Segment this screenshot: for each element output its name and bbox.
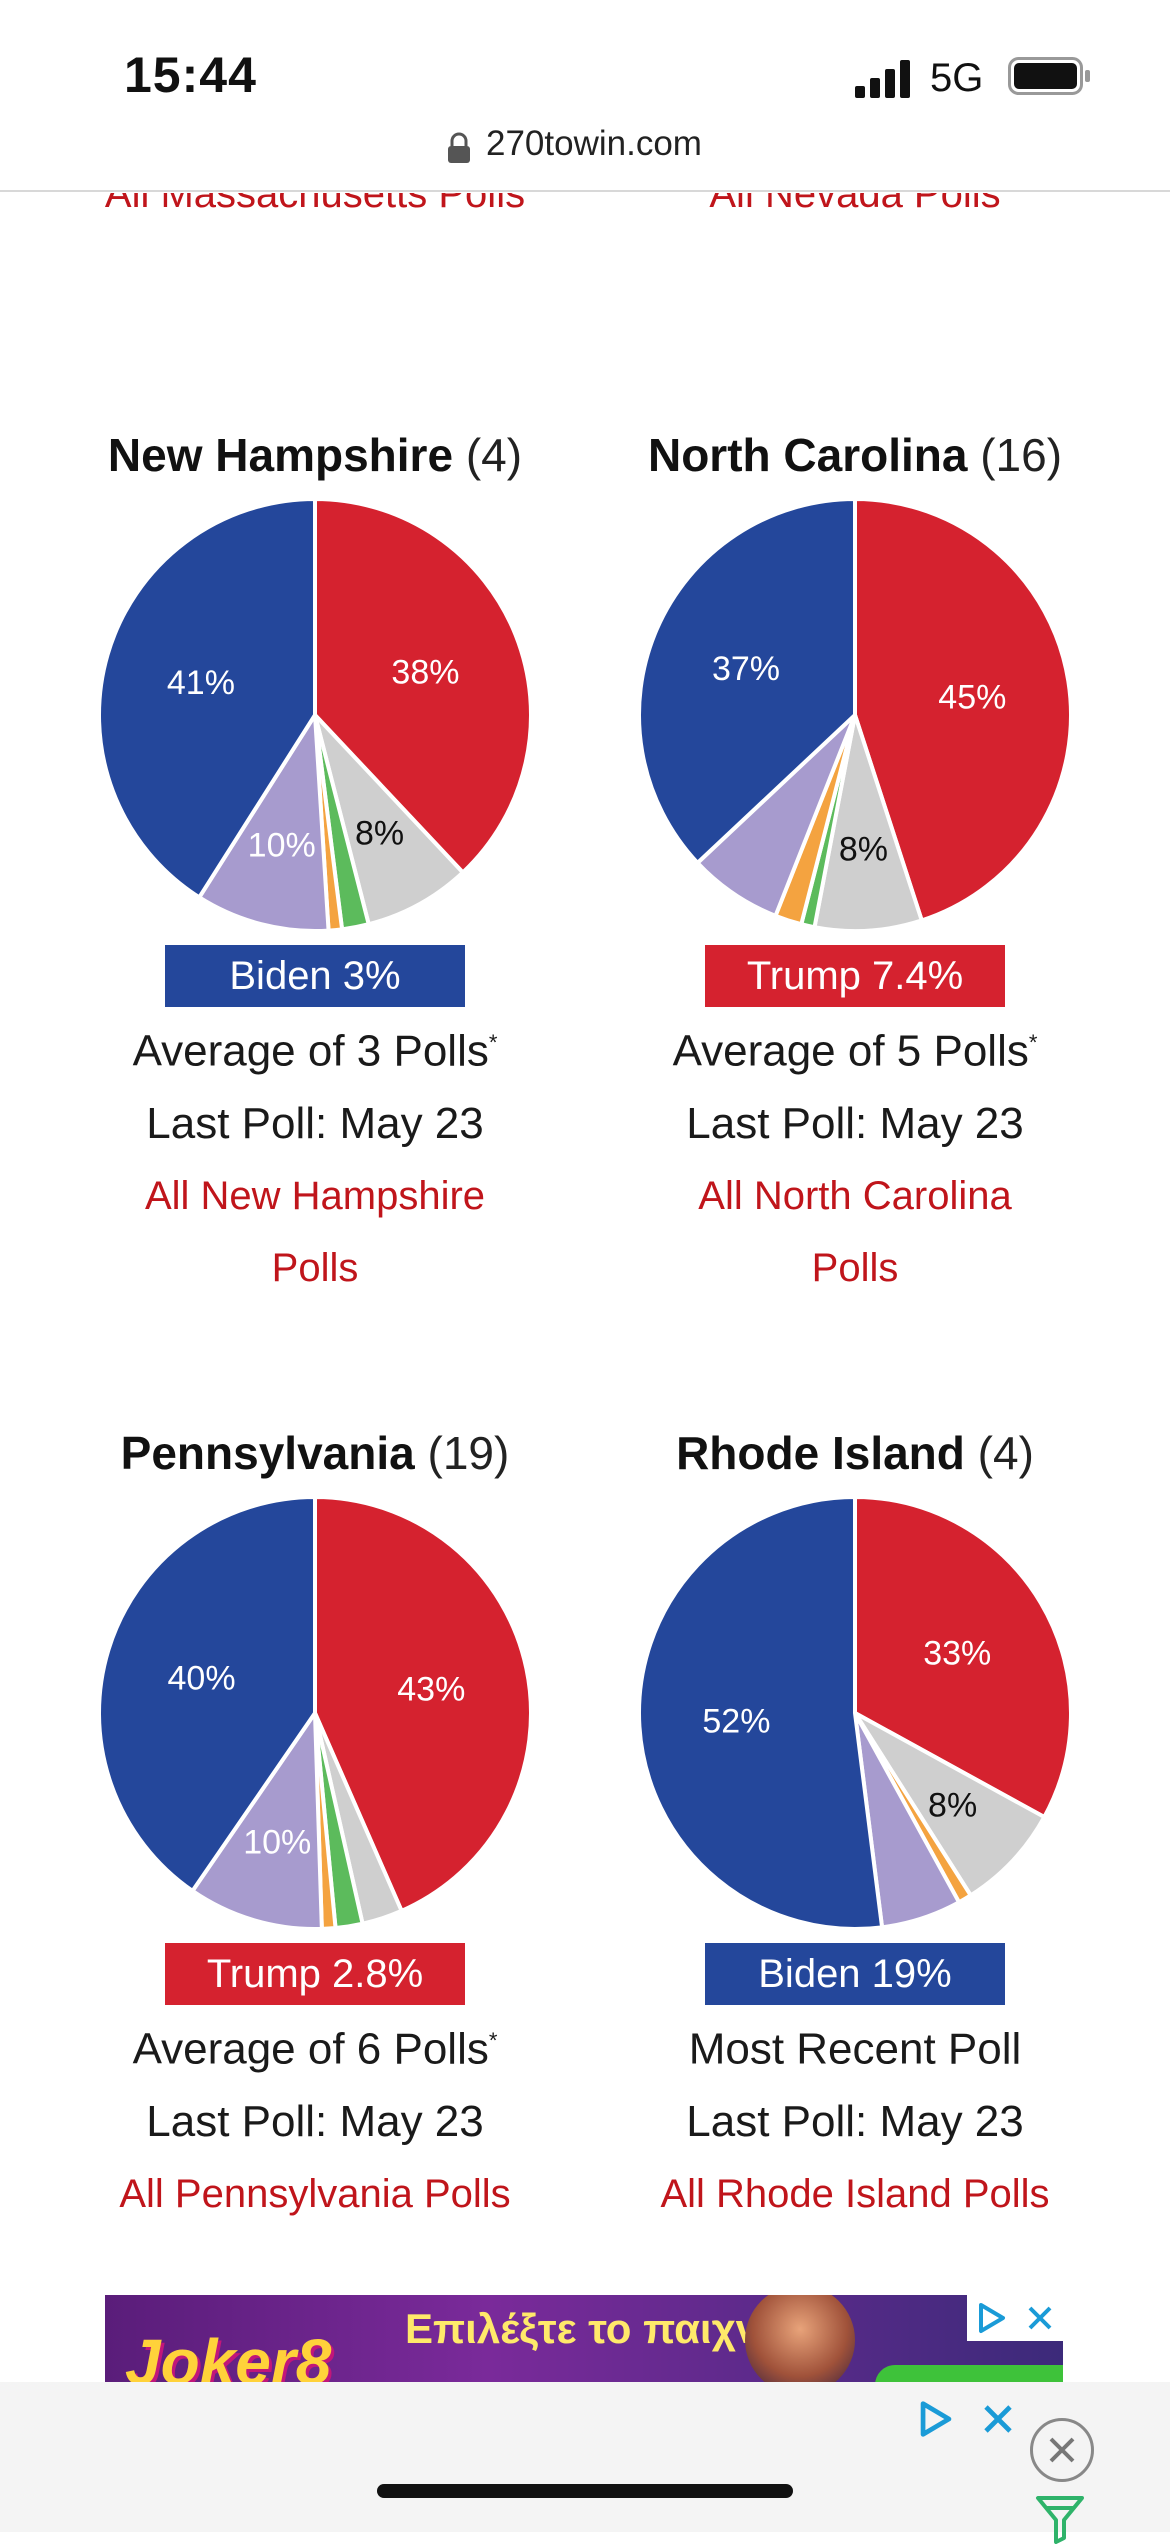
state-title: New Hampshire (4) <box>45 425 585 485</box>
ad-close-icon[interactable] <box>980 2401 1016 2437</box>
state-name: Pennsylvania <box>120 1427 415 1479</box>
pie-slice-trump <box>313 1494 533 1914</box>
bottom-ad-sheet <box>0 2382 1170 2544</box>
pie-slice-trump <box>853 496 1073 923</box>
state-card-new-hampshire: New Hampshire (4) 38% 8% 10% 41% Biden 3% A… <box>45 425 585 1304</box>
pie-chart: 33% 8% 52% <box>637 1494 1073 1931</box>
ad-choices[interactable] <box>967 2295 1063 2341</box>
pie-slice-undecided <box>853 1711 1047 1899</box>
ad-character-image[interactable] <box>745 2295 855 2385</box>
state-name: New Hampshire <box>107 429 454 481</box>
poll-count: Average of 3 Polls* <box>45 1007 585 1088</box>
pie-label-trump: 38% <box>391 653 459 691</box>
pie-chart: 45% 8% 37% <box>637 496 1073 933</box>
state-card-north-carolina: North Carolina (16) 45% 8% 37% Trump 7.4% … <box>585 425 1125 1304</box>
poll-count: Average of 6 Polls* <box>45 2005 585 2086</box>
pie-slice-biden <box>97 496 317 901</box>
state-name: North Carolina <box>647 429 968 481</box>
cellular-signal-icon <box>855 60 910 98</box>
close-icon[interactable] <box>1045 2433 1079 2467</box>
last-poll-date: Last Poll: May 23 <box>686 2096 1024 2146</box>
battery-icon <box>1008 57 1090 95</box>
page-content: All Massachusetts Polls All Nevada Polls… <box>0 193 1170 2383</box>
pie-label-undecided: 8% <box>928 1787 977 1825</box>
state-title: Pennsylvania (19) <box>45 1423 585 1483</box>
pie-label-biden: 41% <box>167 664 235 702</box>
last-poll-date: Last Poll: May 23 <box>146 1098 484 1148</box>
footnote-marker: * <box>488 2028 498 2053</box>
address-bar[interactable]: 270towin.com <box>0 120 1170 192</box>
pie-label-trump: 45% <box>938 678 1006 716</box>
pie-slice-undecided <box>812 714 925 933</box>
pie-slice-biden <box>637 496 857 866</box>
link-all-state-polls[interactable]: All North Carolina Polls <box>698 1173 1012 1290</box>
pie-slice-trump <box>313 496 533 876</box>
poll-count-text: Average of 6 Polls <box>132 2024 489 2074</box>
pie-label-independent: 10% <box>243 1823 311 1861</box>
ad-network-logo-icon[interactable] <box>1034 2494 1086 2544</box>
sheet-ad-choices[interactable] <box>916 2394 1016 2444</box>
status-time: 15:44 <box>124 47 257 103</box>
state-title: Rhode Island (4) <box>585 1423 1125 1483</box>
pie-slice-trump <box>853 1494 1073 1820</box>
url-domain[interactable]: 270towin.com <box>486 124 702 163</box>
ad-logo[interactable]: Joker8 <box>125 2326 332 2385</box>
lock-icon <box>448 132 470 163</box>
close-ad-button[interactable] <box>1030 2418 1094 2482</box>
ad-text[interactable]: Επιλέξτε το παιχνίδι <box>405 2305 808 2352</box>
home-indicator <box>377 2484 793 2498</box>
pie-label-trump: 33% <box>923 1635 991 1673</box>
poll-count-text: Most Recent Poll <box>688 2024 1022 2074</box>
link-all-nevada-polls[interactable]: All Nevada Polls <box>709 193 1001 216</box>
pie-chart: 38% 8% 10% 41% <box>97 496 533 933</box>
electoral-votes: (16) <box>980 429 1063 481</box>
network-type: 5G <box>930 56 984 100</box>
last-poll-date: Last Poll: May 23 <box>686 1098 1024 1148</box>
pie-slice-biden <box>97 1494 317 1894</box>
leader-badge: Trump 2.8% <box>165 1943 465 2005</box>
electoral-votes: (4) <box>465 429 523 481</box>
ad-banner[interactable]: Joker8 Επιλέξτε το παιχνίδι <box>105 2295 1063 2385</box>
pie-label-trump: 43% <box>397 1671 465 1709</box>
poll-count-text: Average of 3 Polls <box>132 1026 489 1076</box>
pie-label-undecided: 8% <box>355 814 404 852</box>
link-all-state-polls[interactable]: All Rhode Island Polls <box>660 2171 1050 2216</box>
pie-label-biden: 37% <box>712 650 780 688</box>
pie-slice-biden <box>637 1494 885 1931</box>
poll-count-text: Average of 5 Polls <box>672 1026 1029 1076</box>
state-card-rhode-island: Rhode Island (4) 33% 8% 52% Biden 19% Most… <box>585 1423 1125 2230</box>
status-bar: 15:44 5G <box>0 0 1170 130</box>
ad-close-icon[interactable] <box>1025 2303 1055 2333</box>
ad-play-button[interactable] <box>875 2365 1063 2385</box>
state-card-pennsylvania: Pennsylvania (19) 43% 10% 40% Trump 2.8% A… <box>45 1423 585 2230</box>
leader-badge: Biden 19% <box>705 1943 1005 2005</box>
link-all-massachusetts-polls[interactable]: All Massachusetts Polls <box>104 193 526 216</box>
pie-label-undecided: 8% <box>839 831 888 869</box>
electoral-votes: (19) <box>427 1427 510 1479</box>
link-all-state-polls[interactable]: All Pennsylvania Polls <box>119 2171 511 2216</box>
state-title: North Carolina (16) <box>585 425 1125 485</box>
pie-label-independent: 10% <box>248 827 316 865</box>
leader-badge: Trump 7.4% <box>705 945 1005 1007</box>
adchoices-icon[interactable] <box>916 2399 956 2439</box>
footnote-marker: * <box>488 1030 498 1055</box>
footnote-marker: * <box>1028 1030 1038 1055</box>
link-all-state-polls[interactable]: All New Hampshire Polls <box>144 1173 486 1290</box>
pie-chart: 43% 10% 40% <box>97 1494 533 1931</box>
adchoices-icon[interactable] <box>975 2301 1009 2335</box>
leader-badge: Biden 3% <box>165 945 465 1007</box>
electoral-votes: (4) <box>977 1427 1034 1479</box>
pie-label-biden: 52% <box>702 1702 770 1740</box>
state-name: Rhode Island <box>676 1427 965 1479</box>
pie-label-biden: 40% <box>168 1660 236 1698</box>
last-poll-date: Last Poll: May 23 <box>146 2096 484 2146</box>
poll-count: Average of 5 Polls* <box>585 1007 1125 1088</box>
pie-slice-independent <box>196 708 331 933</box>
poll-count: Most Recent Poll <box>585 2005 1125 2086</box>
pie-slice-undecided <box>313 713 466 927</box>
pie-slice-independent <box>189 1706 324 1931</box>
